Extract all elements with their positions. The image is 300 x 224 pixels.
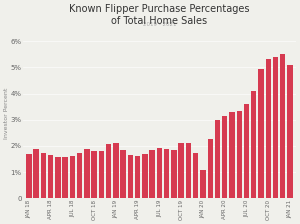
- Bar: [258, 69, 264, 198]
- Text: 2019 - 2021: 2019 - 2021: [143, 22, 176, 27]
- Bar: [106, 144, 111, 198]
- Bar: [222, 116, 227, 198]
- Bar: [280, 54, 286, 198]
- Bar: [266, 59, 271, 198]
- Bar: [55, 157, 61, 198]
- Bar: [208, 139, 213, 198]
- Bar: [62, 157, 68, 198]
- Bar: [70, 157, 75, 198]
- Bar: [287, 65, 293, 198]
- Bar: [178, 143, 184, 198]
- Bar: [193, 153, 198, 198]
- Bar: [186, 143, 191, 198]
- Bar: [200, 170, 206, 198]
- Bar: [149, 150, 155, 198]
- Bar: [99, 151, 104, 198]
- Bar: [157, 148, 162, 198]
- Bar: [251, 91, 256, 198]
- Bar: [26, 154, 32, 198]
- Bar: [92, 151, 97, 198]
- Bar: [215, 120, 220, 198]
- Bar: [41, 153, 46, 198]
- Bar: [171, 150, 177, 198]
- Bar: [135, 156, 140, 198]
- Bar: [77, 153, 82, 198]
- Bar: [121, 151, 126, 198]
- Bar: [84, 149, 90, 198]
- Title: Known Flipper Purchase Percentages
of Total Home Sales: Known Flipper Purchase Percentages of To…: [69, 4, 250, 26]
- Bar: [128, 155, 133, 198]
- Bar: [164, 149, 170, 198]
- Bar: [113, 143, 118, 198]
- Bar: [244, 104, 249, 198]
- Bar: [48, 155, 53, 198]
- Y-axis label: Investor Percent: Investor Percent: [4, 88, 9, 139]
- Bar: [33, 149, 39, 198]
- Bar: [273, 57, 278, 198]
- Bar: [229, 112, 235, 198]
- Bar: [142, 154, 148, 198]
- Bar: [236, 111, 242, 198]
